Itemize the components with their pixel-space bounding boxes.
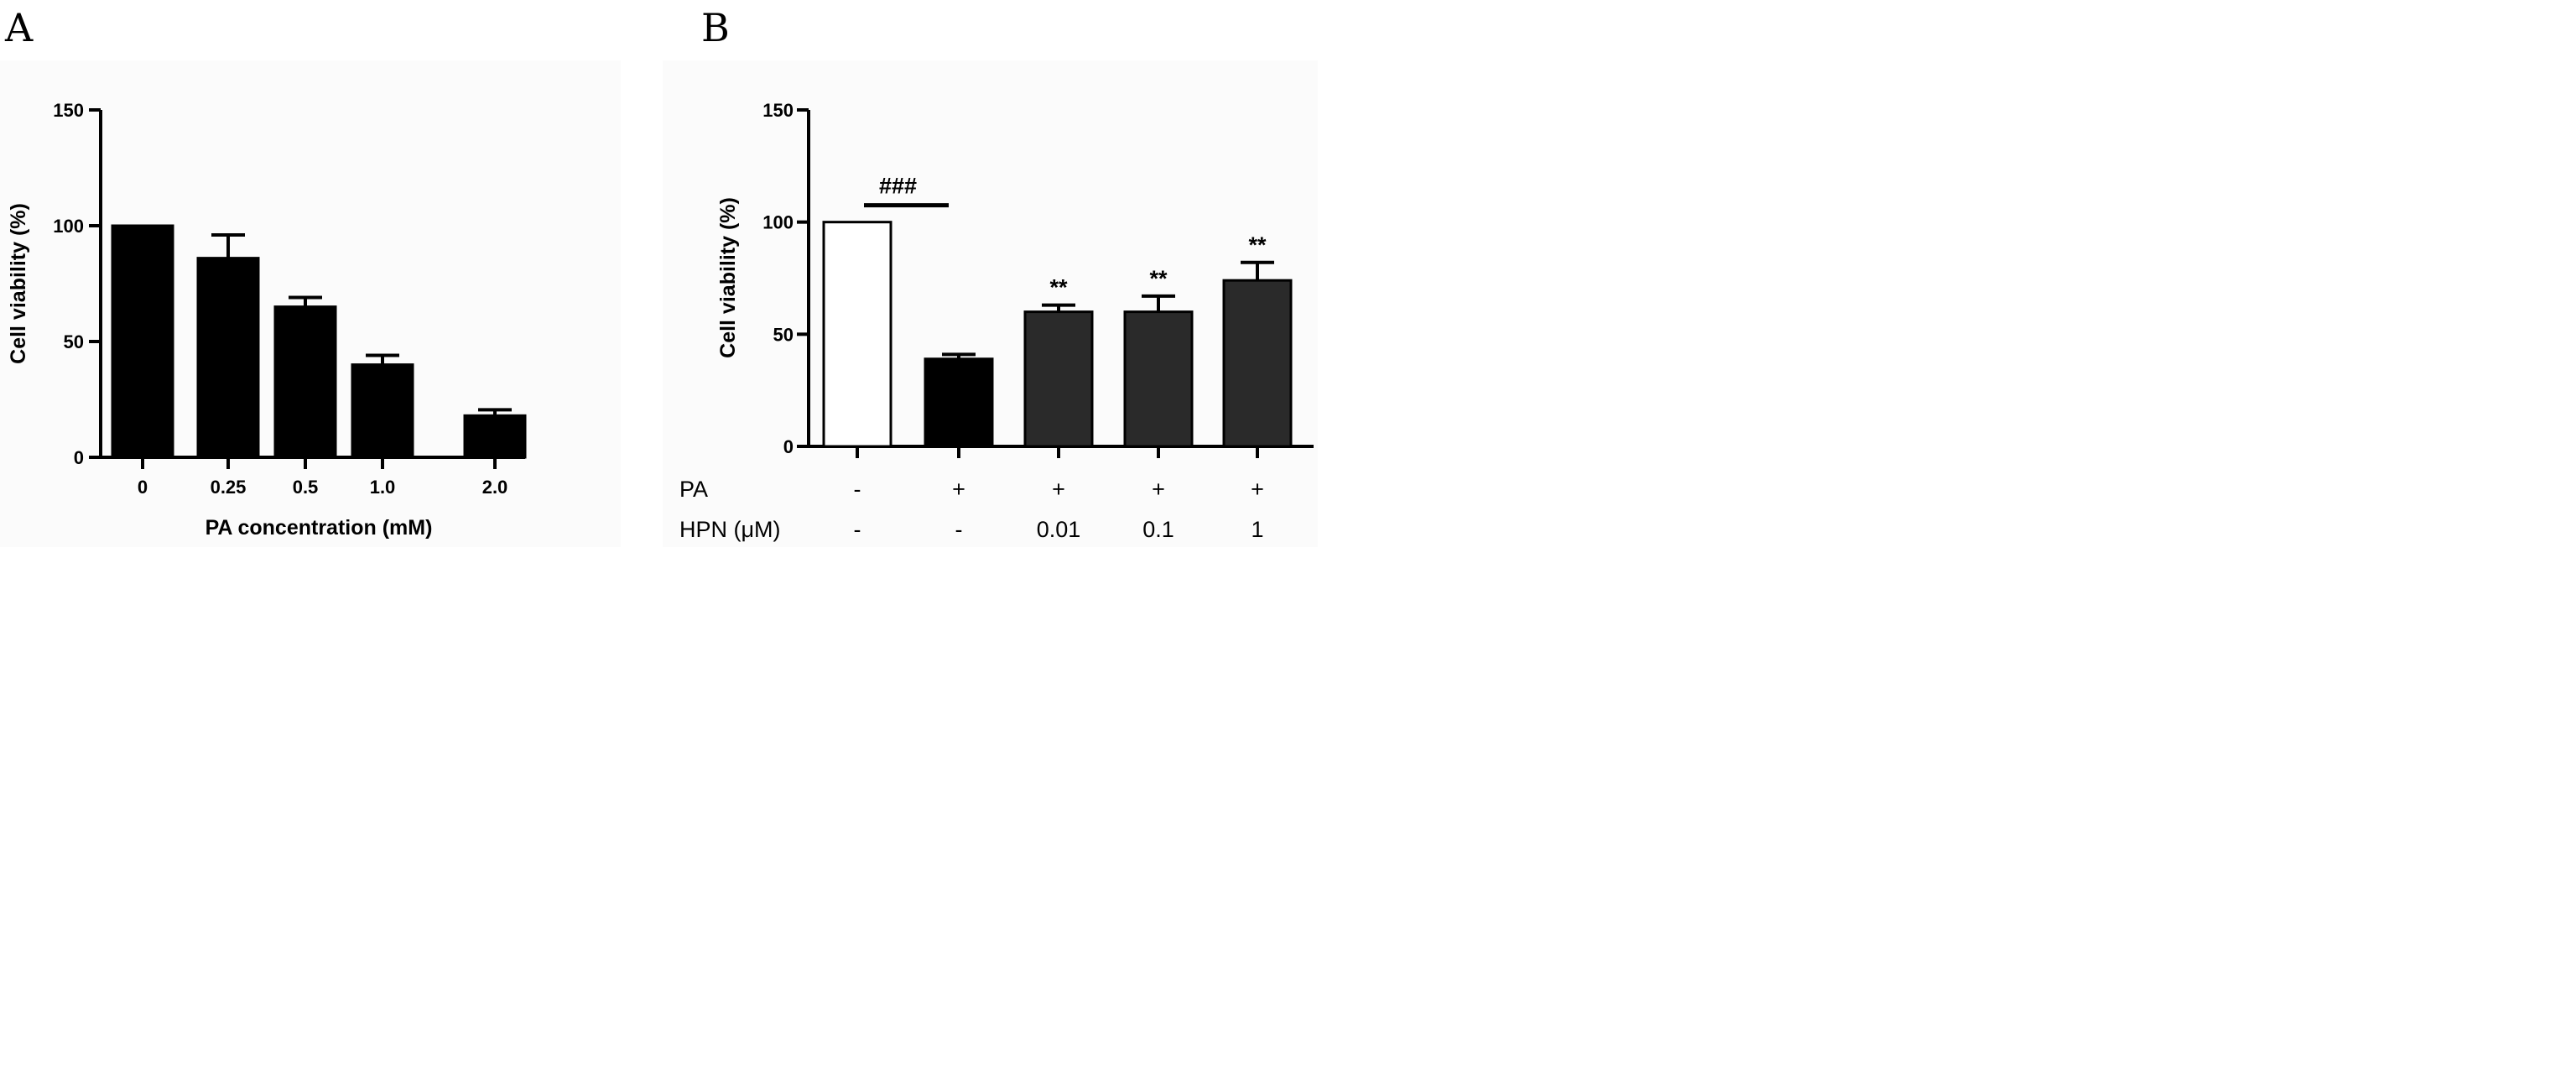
panel-b-y-tick-label: 150	[762, 100, 794, 121]
panel-b-significance-mark: **	[1149, 266, 1168, 291]
panel-a-x-tick-label: 1.0	[370, 477, 396, 498]
panel-b-row-value: +	[952, 477, 965, 502]
panel-b-bar	[1224, 280, 1291, 446]
panel-b-y-axis-title: Cell viability (%)	[716, 197, 740, 358]
panel-b-significance-mark: **	[1248, 232, 1267, 258]
panel-b-row-value: +	[1251, 477, 1264, 502]
panel-a-bar	[465, 415, 525, 457]
panel-b-y-tick-label: 50	[773, 324, 794, 345]
panel-a-x-axis-title: PA concentration (mM)	[206, 516, 433, 540]
panel-b-row-label: PA	[679, 477, 708, 502]
panel-b-bar	[824, 222, 891, 446]
panel-b-bar	[1125, 312, 1192, 446]
panel-a-x-tick-label: 0.5	[293, 477, 319, 498]
panel-b-row-value: -	[854, 517, 861, 542]
panel-a-y-tick-label: 100	[53, 216, 84, 237]
panel-a-y-axis-title: Cell viability (%)	[7, 203, 30, 364]
panel-b-row-value: 1	[1251, 517, 1263, 542]
panel-b-y-tick-label: 100	[762, 212, 794, 233]
panel-b-row-value: +	[1152, 477, 1165, 502]
panel-a-bar	[112, 226, 173, 457]
panel-b-row-label: HPN (μM)	[679, 517, 781, 542]
panel-b-row-value: 0.01	[1037, 517, 1081, 542]
panel-b-row-value: -	[955, 517, 963, 542]
panel-a-bar	[275, 307, 336, 457]
panel-a-x-tick-label: 2.0	[482, 477, 508, 498]
panel-a-y-tick-label: 150	[53, 100, 84, 121]
panel-a-bar	[198, 258, 258, 457]
panel-a-bar	[352, 365, 413, 457]
panel-a-y-tick-label: 50	[64, 331, 84, 352]
panel-b-bar	[1025, 312, 1092, 446]
panel-a-x-tick-label: 0	[138, 477, 148, 498]
panel-a-x-tick-label: 0.25	[211, 477, 247, 498]
panel-a-y-tick-label: 0	[74, 447, 84, 468]
panel-b-bracket-label: ###	[879, 174, 917, 199]
panel-b-significance-mark: **	[1049, 275, 1068, 300]
panel-b-row-value: +	[1052, 477, 1065, 502]
panel-b-bar	[925, 359, 992, 446]
panel-b-y-tick-label: 0	[783, 436, 794, 457]
panel-b-row-value: -	[854, 477, 861, 502]
panel-b-row-value: 0.1	[1142, 517, 1174, 542]
